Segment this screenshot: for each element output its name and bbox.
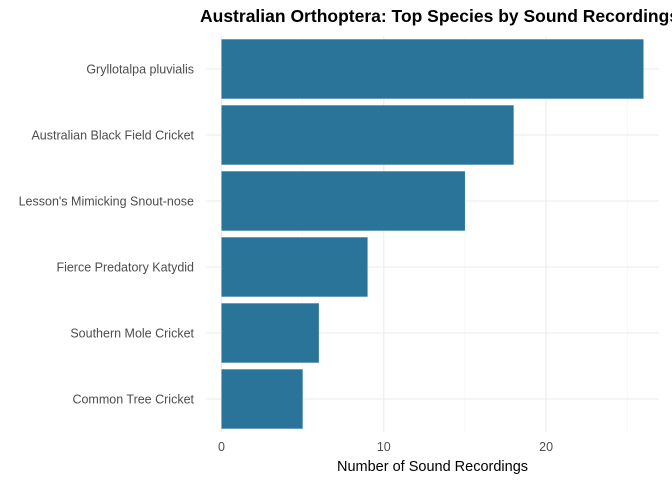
chart-title: Australian Orthoptera: Top Species by So…	[200, 6, 672, 26]
category-label: Fierce Predatory Katydid	[56, 261, 194, 275]
x-tick-labels: 0 10 20	[218, 440, 553, 454]
category-labels: Gryllotalpa pluvialis Australian Black Fi…	[19, 63, 195, 407]
x-tick-label: 10	[377, 440, 391, 454]
bar	[221, 39, 644, 99]
bar	[221, 237, 368, 297]
category-label: Gryllotalpa pluvialis	[86, 63, 194, 77]
category-label: Lesson's Mimicking Snout-nose	[19, 195, 194, 209]
bar	[221, 105, 514, 165]
x-tick-label: 0	[218, 440, 225, 454]
category-label: Southern Mole Cricket	[70, 327, 194, 341]
bar	[221, 303, 319, 363]
bar	[221, 171, 465, 231]
category-label: Australian Black Field Cricket	[31, 129, 194, 143]
bar	[221, 369, 303, 429]
x-axis-title: Number of Sound Recordings	[337, 459, 528, 475]
x-tick-label: 20	[539, 440, 553, 454]
bars	[221, 39, 644, 429]
category-label: Common Tree Cricket	[72, 393, 194, 407]
